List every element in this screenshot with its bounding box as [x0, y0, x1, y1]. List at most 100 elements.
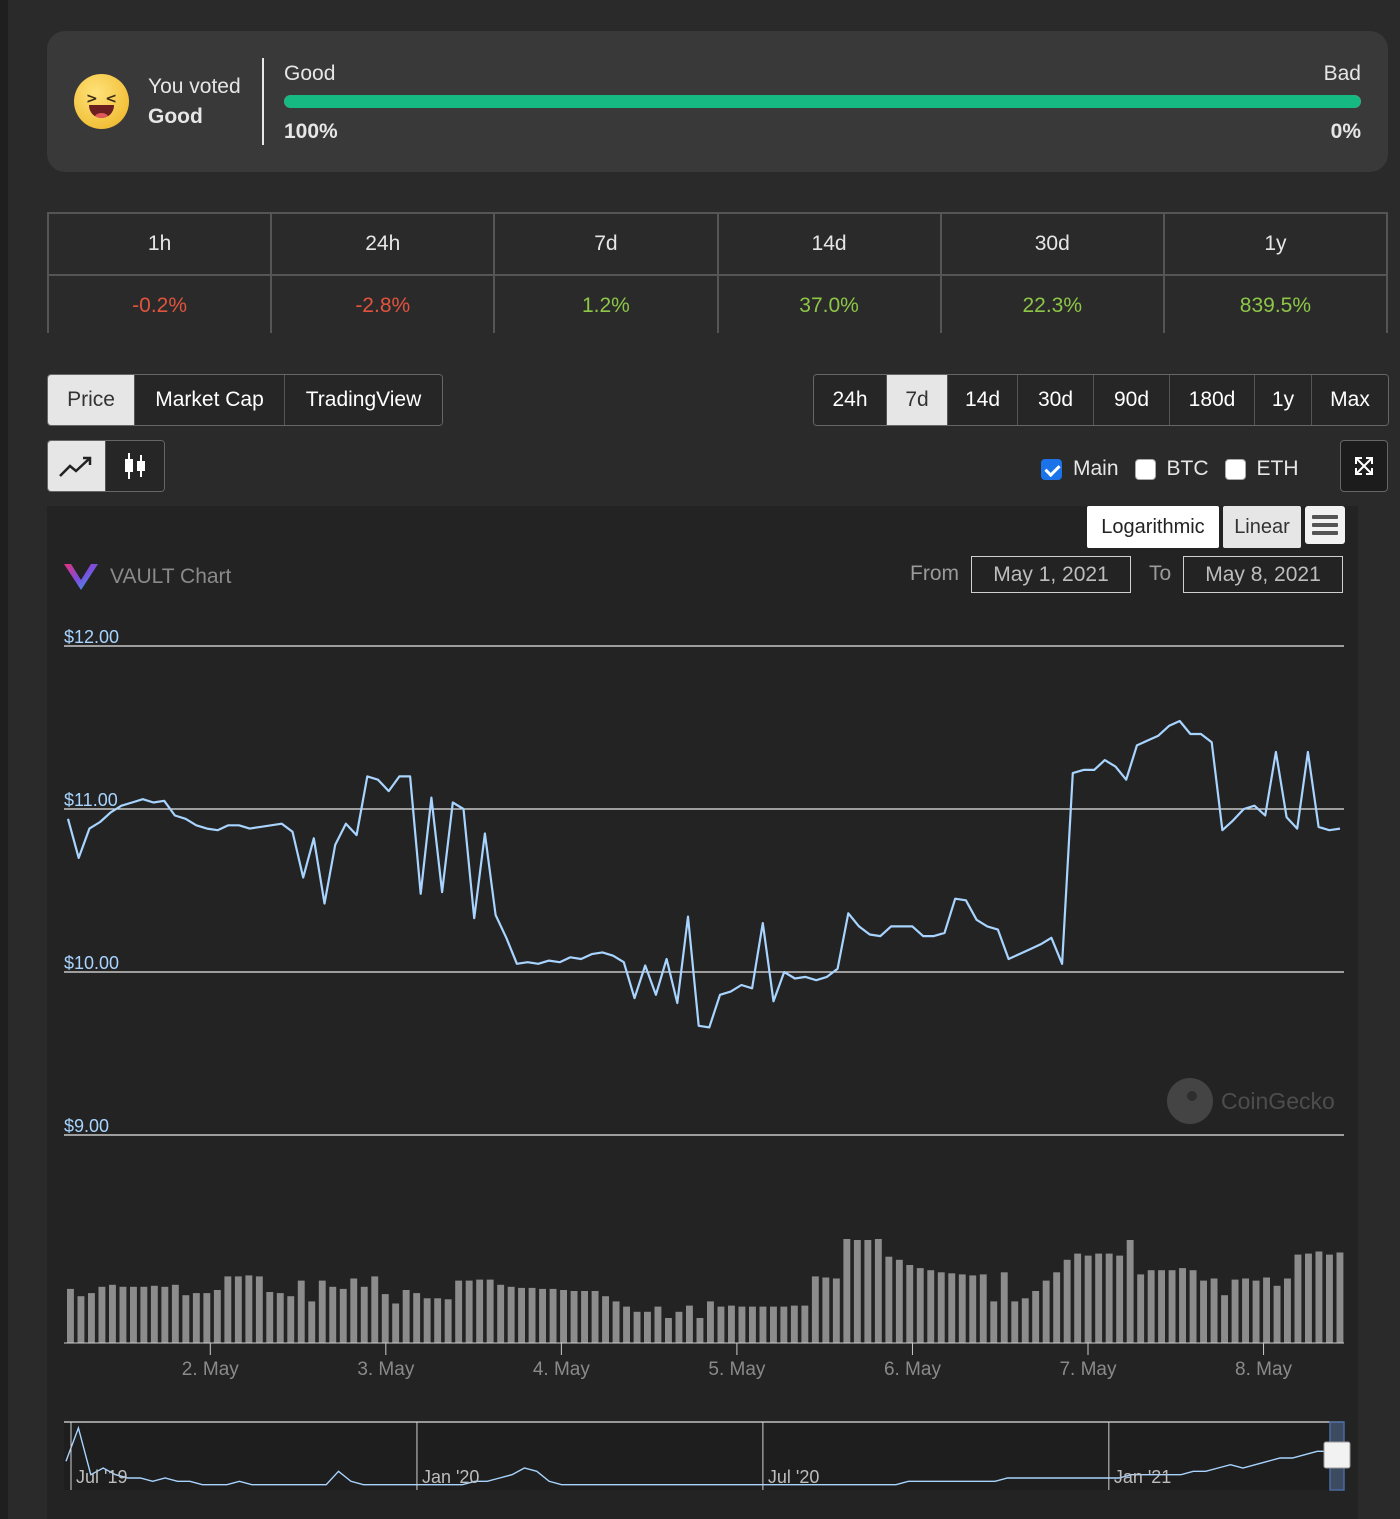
range-7d[interactable]: 7d	[887, 375, 948, 425]
range-24h[interactable]: 24h	[814, 375, 887, 425]
navigator-tick-label: Jul '20	[768, 1467, 819, 1487]
range-30d[interactable]: 30d	[1018, 375, 1094, 425]
volume-bar	[1336, 1252, 1344, 1343]
change-header-1y: 1y	[1164, 214, 1386, 274]
navigator-tick-label: Jul '19	[76, 1467, 127, 1487]
line-chart-button[interactable]	[48, 441, 106, 491]
y-tick-label: $11.00	[64, 790, 118, 810]
change-header-1h: 1h	[49, 214, 271, 274]
volume-bar	[444, 1299, 452, 1343]
x-tick-label: 4. May	[533, 1359, 591, 1380]
volume-bar	[1126, 1240, 1134, 1343]
toggle-btc[interactable]: BTC	[1134, 457, 1209, 481]
volume-bar	[1042, 1280, 1050, 1343]
volume-bar	[528, 1287, 536, 1343]
volume-bar	[1095, 1253, 1103, 1343]
volume-bar	[895, 1259, 903, 1343]
bad-percentage: 0%	[1330, 120, 1361, 143]
range-14d[interactable]: 14d	[948, 375, 1018, 425]
volume-bar	[958, 1274, 966, 1343]
volume-bar	[308, 1301, 316, 1343]
volume-bar	[224, 1276, 232, 1343]
main-checkbox[interactable]	[1041, 458, 1062, 480]
volume-bar	[255, 1276, 263, 1343]
volume-bar	[1179, 1268, 1186, 1343]
linear-button[interactable]: Linear	[1223, 506, 1301, 548]
volume-bar	[245, 1275, 253, 1343]
volume-bar	[1011, 1301, 1019, 1343]
logarithmic-button[interactable]: Logarithmic	[1087, 506, 1219, 548]
toggle-eth[interactable]: ETH	[1224, 457, 1299, 481]
range-1y[interactable]: 1y	[1255, 375, 1312, 425]
chart-type-tabs: Price Market Cap TradingView	[47, 374, 443, 426]
y-tick-label: $9.00	[64, 1116, 109, 1136]
volume-bar	[98, 1286, 106, 1343]
volume-bar	[1084, 1255, 1092, 1343]
range-180d[interactable]: 180d	[1170, 375, 1255, 425]
volume-bar	[885, 1256, 893, 1343]
candlestick-button[interactable]	[106, 441, 164, 491]
from-date-input[interactable]: May 1, 2021	[971, 556, 1131, 593]
volume-bar	[738, 1306, 746, 1343]
volume-bar	[1221, 1295, 1228, 1343]
volume-bar	[916, 1268, 924, 1343]
series-toggles: Main BTC ETH	[1041, 457, 1315, 481]
volume-bar	[507, 1286, 515, 1343]
range-90d[interactable]: 90d	[1094, 375, 1170, 425]
to-label: To	[1149, 562, 1172, 585]
tab-price[interactable]: Price	[48, 375, 135, 425]
volume-bar	[161, 1286, 169, 1343]
volume-bar	[1294, 1254, 1302, 1343]
volume-bar	[287, 1296, 295, 1343]
tab-tradingview[interactable]: TradingView	[285, 375, 442, 425]
vault-logo-icon	[64, 564, 98, 590]
change-value-1h: -0.2%	[49, 276, 271, 336]
volume-bar	[675, 1311, 683, 1343]
volume-bar	[413, 1293, 421, 1343]
btc-checkbox[interactable]	[1134, 458, 1156, 480]
change-header-14d: 14d	[718, 214, 940, 274]
volume-bar	[1147, 1270, 1155, 1343]
volume-bar	[130, 1286, 137, 1343]
volume-bar	[339, 1288, 347, 1343]
volume-bar	[717, 1306, 725, 1343]
range-max[interactable]: Max	[1312, 375, 1388, 425]
volume-bar	[1074, 1253, 1082, 1343]
volume-bar	[633, 1311, 641, 1343]
line-chart-icon	[58, 456, 91, 477]
volume-bar	[801, 1305, 809, 1343]
btc-label: BTC	[1166, 457, 1209, 480]
navigator-background	[64, 1422, 1344, 1490]
change-value-14d: 37.0%	[718, 276, 940, 336]
volume-bar	[623, 1306, 630, 1343]
volume-bar	[1242, 1278, 1249, 1343]
volume-bar	[1105, 1253, 1113, 1343]
change-value-30d: 22.3%	[941, 276, 1163, 336]
volume-bar	[140, 1286, 148, 1343]
change-header-24h: 24h	[272, 214, 494, 274]
toggle-main[interactable]: Main	[1041, 457, 1119, 481]
eth-checkbox[interactable]	[1224, 458, 1246, 480]
volume-bar	[696, 1318, 704, 1343]
volume-bar	[434, 1298, 442, 1343]
volume-bar	[1263, 1277, 1270, 1343]
emoji-left-eye: >	[86, 91, 98, 107]
from-label: From	[910, 562, 959, 585]
volume-bar	[1032, 1291, 1040, 1343]
volume-bar	[1305, 1253, 1312, 1343]
volume-bar	[581, 1291, 588, 1343]
volume-bar	[1000, 1272, 1008, 1343]
laughing-face-emoji-icon: > <	[74, 74, 129, 129]
fullscreen-button[interactable]	[1340, 440, 1388, 492]
y-tick-label: $12.00	[64, 627, 119, 647]
volume-bar	[1021, 1298, 1029, 1343]
chart-menu-button[interactable]	[1305, 506, 1345, 544]
volume-bar	[1252, 1280, 1260, 1343]
volume-bar	[937, 1272, 945, 1343]
volume-bar	[927, 1270, 935, 1343]
price-chart-svg: $12.00 $11.00 $10.00 $9.00 2. May 3. May 4. Ma…	[64, 627, 1351, 1491]
to-date-input[interactable]: May 8, 2021	[1183, 556, 1343, 593]
x-tick-label: 6. May	[884, 1359, 942, 1380]
volume-bar	[88, 1293, 95, 1343]
tab-market-cap[interactable]: Market Cap	[135, 375, 285, 425]
